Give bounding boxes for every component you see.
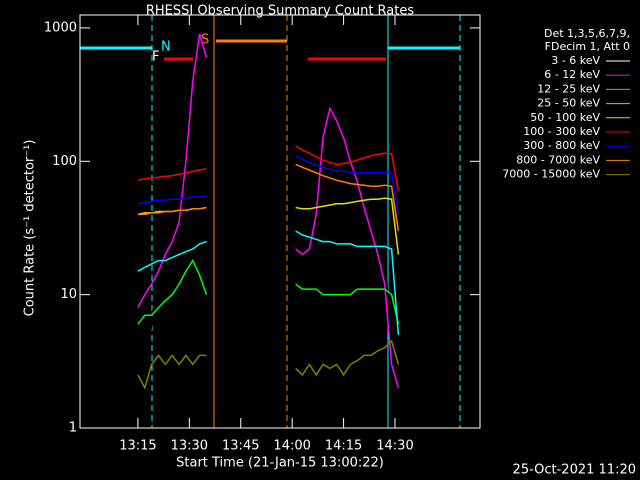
series-line (137, 163, 400, 232)
x-tick-label: 14:15 (325, 439, 362, 454)
legend-label: 7000 - 15000 keV (502, 168, 600, 181)
legend-label: 6 - 12 keV (544, 68, 600, 81)
y-tick-label: 10 (60, 287, 77, 302)
chart-title: RHESSI Observing Summary Count Rates (146, 4, 415, 19)
legend-label: 3 - 6 keV (551, 54, 600, 67)
legend-label: 100 - 300 keV (523, 125, 600, 138)
x-tick-label: 14:00 (273, 439, 310, 454)
legend-header: Det 1,3,5,6,7,9, (544, 27, 630, 40)
legend-label: 300 - 800 keV (523, 139, 600, 152)
series-line (137, 33, 400, 389)
y-axis-label: Count Rate (s⁻¹ detector⁻¹) (23, 140, 38, 317)
legend-label: 12 - 25 keV (537, 82, 600, 95)
series-line (137, 339, 400, 390)
x-axis-label: Start Time (21-Jan-15 13:00:22) (176, 456, 384, 471)
series-line (137, 155, 400, 215)
legend-header: FDecim 1, Att 0 (545, 40, 630, 53)
legend-label: 800 - 7000 keV (516, 153, 600, 166)
y-tick-label: 1000 (44, 20, 77, 35)
series-line (137, 259, 400, 325)
x-tick-label: 14:30 (376, 439, 413, 454)
legend-label: 50 - 100 keV (530, 111, 600, 124)
series-line (137, 145, 400, 192)
series-line (137, 65, 400, 405)
x-tick-label: 13:45 (222, 439, 259, 454)
x-tick-label: 13:15 (119, 439, 156, 454)
footer: 25-Oct-2021 11:20 (513, 463, 636, 478)
annotation: F (152, 50, 159, 65)
annotation: N (161, 40, 171, 55)
x-tick-label: 13:30 (171, 439, 208, 454)
series-line (137, 230, 400, 335)
annotation: S (201, 33, 209, 48)
y-tick-label: 1 (69, 421, 77, 436)
plot-frame (79, 14, 481, 429)
y-tick-label: 100 (52, 154, 77, 169)
legend-label: 25 - 50 keV (537, 97, 600, 110)
